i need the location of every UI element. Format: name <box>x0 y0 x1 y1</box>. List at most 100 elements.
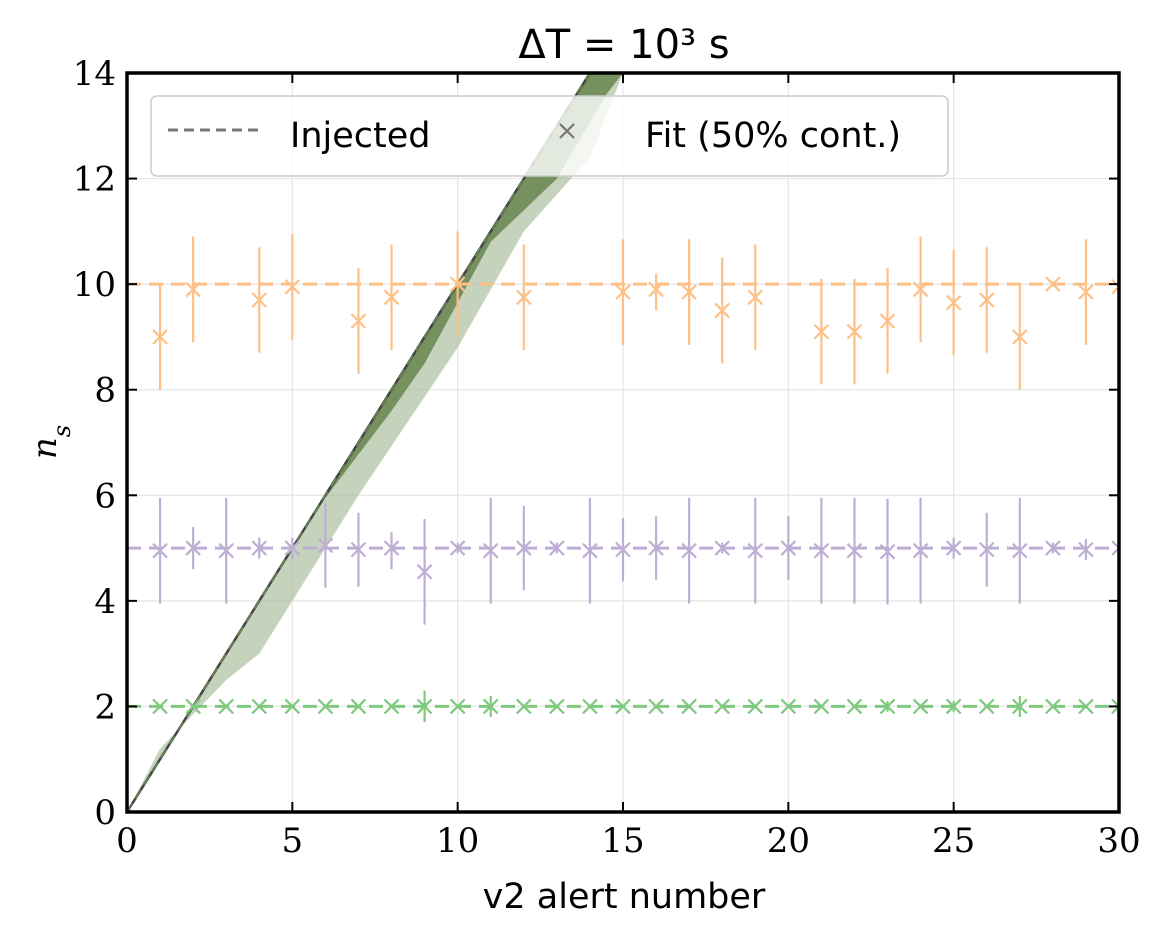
data-point-marker <box>681 542 697 559</box>
data-point-marker <box>846 698 863 715</box>
data-point-marker <box>383 698 400 715</box>
data-point-marker <box>879 313 896 329</box>
data-point-marker <box>350 698 367 715</box>
data-point-marker <box>681 284 697 300</box>
data-point-marker <box>152 698 168 715</box>
y-tick-label: 8 <box>94 371 116 411</box>
x-axis-label: v2 alert number <box>483 877 766 917</box>
data-point-marker <box>251 698 268 715</box>
data-point-marker <box>945 698 962 715</box>
data-point-marker <box>251 540 268 556</box>
data-point-marker <box>251 292 268 308</box>
data-point-marker <box>559 123 575 139</box>
data-point-marker <box>780 698 797 715</box>
x-tick-label: 15 <box>601 821 644 861</box>
data-point-marker <box>1045 540 1061 556</box>
chart-title: ΔT = 10³ s <box>518 22 729 68</box>
axis-ticks: 0 5 10 15 20 25 30 0 2 4 6 8 10 12 14 <box>73 54 1141 861</box>
legend-fit-label: Fit (50% cont.) <box>645 116 901 156</box>
legend-fit-swatch <box>559 123 575 139</box>
data-point-marker <box>1111 698 1119 715</box>
data-point-marker <box>912 542 929 559</box>
data-point-marker <box>615 284 631 300</box>
data-point-marker <box>747 542 764 559</box>
legend-box <box>150 95 949 177</box>
data-point-marker <box>152 329 168 345</box>
legend-injected-label: Injected <box>290 116 430 156</box>
data-point-marker <box>879 543 896 560</box>
data-point-marker <box>879 698 896 715</box>
data-point-marker <box>747 698 764 715</box>
data-point-marker <box>813 542 830 559</box>
x-tick-label: 25 <box>932 821 975 861</box>
data-point-marker <box>317 698 334 715</box>
y-tick-label: 2 <box>94 687 116 727</box>
data-point-marker <box>846 323 863 340</box>
data-point-marker <box>648 698 664 715</box>
data-point-marker <box>482 542 499 559</box>
data-point-marker <box>284 698 301 715</box>
data-point-marker <box>383 540 400 556</box>
y-axis-label-n: n <box>25 437 65 459</box>
data-point-marker <box>582 542 598 559</box>
data-point-marker <box>185 281 201 298</box>
data-point-marker <box>152 542 168 559</box>
contour-band <box>325 73 623 498</box>
y-tick-label: 6 <box>94 476 116 516</box>
data-point-marker <box>912 281 929 298</box>
data-point-marker <box>747 289 764 306</box>
data-point-marker <box>648 540 664 556</box>
data-point-marker <box>582 698 598 715</box>
data-point-marker <box>1012 542 1028 559</box>
data-point-marker <box>449 276 466 292</box>
data-point-marker <box>218 698 234 715</box>
data-point-marker <box>1012 329 1028 345</box>
y-tick-label: 12 <box>73 160 116 200</box>
data-point-marker <box>615 698 631 715</box>
data-point-marker <box>549 540 565 556</box>
data-point-marker <box>549 698 565 715</box>
data-point-marker <box>1078 541 1094 558</box>
data-point-marker <box>383 289 400 306</box>
data-point-marker <box>912 698 929 715</box>
data-point-marker <box>813 323 830 340</box>
data-point-marker <box>714 540 730 556</box>
data-point-marker <box>516 698 532 715</box>
data-point-marker <box>1045 698 1061 715</box>
y-axis-label: ns <box>25 425 76 459</box>
data-point-marker <box>449 540 466 556</box>
data-point-marker <box>350 313 367 329</box>
data-point-marker <box>780 540 797 556</box>
data-point-marker <box>185 698 201 715</box>
data-point-marker <box>185 540 201 556</box>
x-tick-label: 20 <box>767 821 810 861</box>
data-point-marker <box>218 542 234 559</box>
legend: Injected Fit (50% cont.) <box>150 95 949 177</box>
y-tick-label: 4 <box>94 582 116 622</box>
y-tick-label: 10 <box>73 265 116 305</box>
data-point-marker <box>482 698 499 715</box>
data-point-marker <box>1111 540 1119 556</box>
x-tick-label: 10 <box>436 821 479 861</box>
data-point-marker <box>284 279 301 295</box>
data-point-marker <box>978 541 995 558</box>
data-point-marker <box>516 289 532 306</box>
y-axis-label-sub: s <box>48 425 76 437</box>
data-point-marker <box>978 698 995 715</box>
x-tick-label: 0 <box>116 821 138 861</box>
data-point-marker <box>813 698 830 715</box>
data-point-marker <box>284 540 301 556</box>
data-point-marker <box>846 542 863 559</box>
data-point-marker <box>714 302 730 319</box>
data-point-marker <box>945 540 962 556</box>
data-point-marker <box>1111 279 1119 295</box>
data-point-marker <box>1078 284 1094 300</box>
data-point-marker <box>1078 698 1094 715</box>
plot-area <box>127 73 1119 812</box>
data-point-marker <box>1012 698 1028 715</box>
y-tick-label: 0 <box>94 793 116 833</box>
data-point-marker <box>648 281 664 298</box>
data-point-marker <box>1045 276 1061 292</box>
injected-diagonal-dash <box>127 73 591 812</box>
